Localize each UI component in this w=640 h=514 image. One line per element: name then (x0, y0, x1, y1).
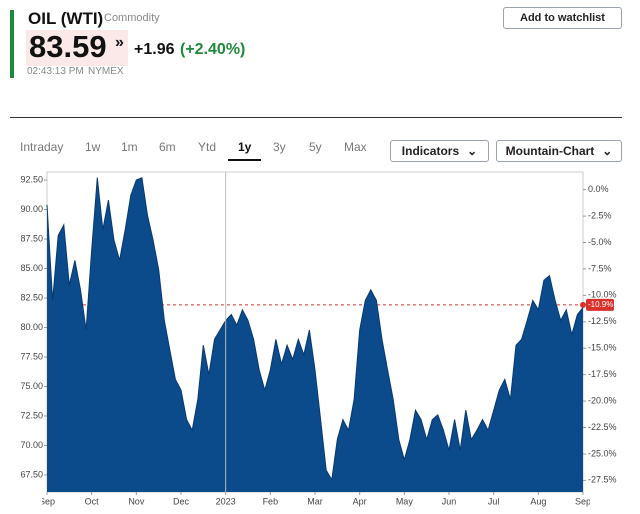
dropdown-label: Indicators (401, 144, 460, 158)
range-tab[interactable]: Intraday (20, 140, 64, 154)
x-tick-label: Oct (85, 496, 100, 506)
y2-tick-label: -7.5% (588, 263, 612, 273)
chevron: ⌄ (467, 144, 478, 158)
x-tick-label: Apr (353, 496, 367, 506)
x-tick-label: Feb (263, 496, 279, 506)
dropdown-label: Mountain-Chart (505, 144, 595, 158)
y-tick-label: 92.50 (20, 174, 43, 184)
range-tab[interactable]: 6m (159, 140, 176, 154)
divider (10, 117, 622, 118)
x-tick-label: May (396, 496, 414, 506)
y2-tick-label: -2.5% (588, 210, 612, 220)
range-tab[interactable]: Max (344, 140, 367, 154)
x-tick-label: Sep (39, 496, 55, 506)
price-bg (26, 30, 128, 66)
x-tick-label: Jun (442, 496, 457, 506)
range-tab[interactable]: 5y (309, 140, 322, 154)
range-tab[interactable]: 1y (228, 140, 262, 161)
indicators-dropdown[interactable]: Indicators ⌄ (390, 140, 489, 162)
last-value-dot (580, 301, 586, 308)
y2-tick-label: -17.5% (588, 369, 617, 379)
chevron: ⌄ (602, 144, 613, 158)
y-tick-label: 80.00 (20, 322, 43, 332)
y-tick-label: 75.00 (20, 381, 43, 391)
change-pct: (+2.40%) (180, 41, 246, 58)
category: Commodity (104, 12, 160, 24)
accent-bar (10, 10, 14, 78)
x-tick-label: Dec (173, 496, 190, 506)
range-tab[interactable]: 1w (85, 140, 101, 154)
y-tick-label: 90.00 (20, 204, 43, 214)
x-tick-label: Aug (530, 496, 546, 506)
y-tick-label: 70.00 (20, 440, 43, 450)
y2-tick-label: -25.0% (588, 448, 617, 458)
watchlist-button[interactable]: Add to watchlist (503, 7, 622, 29)
x-tick-label: Mar (307, 496, 323, 506)
x-tick-label: 2023 (216, 496, 236, 506)
y-tick-label: 77.50 (20, 351, 43, 361)
y2-tick-label: -12.5% (588, 316, 617, 326)
range-tab[interactable]: 1m (121, 140, 138, 154)
y2-tick-label: -20.0% (588, 395, 617, 405)
y-tick-label: 85.00 (20, 263, 43, 273)
chart-type-dropdown[interactable]: Mountain-Chart ⌄ (496, 140, 622, 162)
area (47, 177, 583, 492)
last-value-badge (586, 298, 614, 311)
y2-tick-label: -15.0% (588, 343, 617, 353)
y-tick-label: 82.50 (20, 292, 43, 302)
y2-tick-label: -10.0% (588, 290, 617, 300)
y-tick-label: 87.50 (20, 233, 43, 243)
price-line (46, 176, 584, 482)
y-tick-label: 72.50 (20, 410, 43, 420)
range-tab[interactable]: 3y (273, 140, 286, 154)
y-tick-label: 67.50 (20, 469, 43, 479)
y2-tick-label: 0.0% (588, 184, 609, 194)
change: +1.96 (134, 41, 175, 58)
y2-tick-label: -22.5% (588, 422, 617, 432)
y2-tick-label: -5.0% (588, 237, 612, 247)
arrow-icon: » (115, 34, 124, 51)
price: 83.59 (29, 29, 107, 64)
exchange: NYMEX (88, 66, 124, 77)
time: 02:43:13 PM (27, 66, 84, 77)
x-tick-label: Sep (575, 496, 591, 506)
symbol: OIL (WTI) (28, 9, 104, 28)
y2-tick-label: -27.5% (588, 475, 617, 485)
x-tick-label: Nov (128, 496, 145, 506)
range-tab[interactable]: Ytd (198, 140, 217, 154)
last-value-label: -10.9% (588, 300, 613, 309)
x-tick-label: Jul (488, 496, 500, 506)
